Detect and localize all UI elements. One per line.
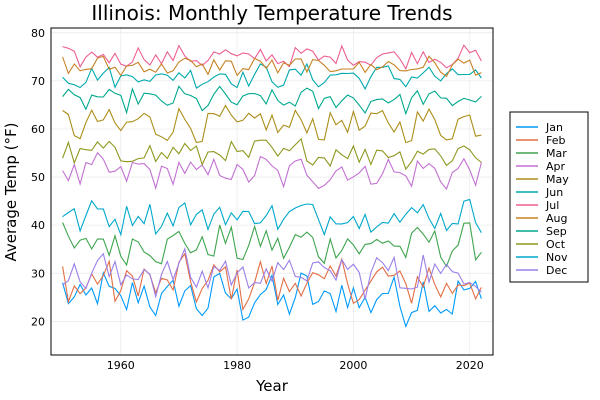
y-tick-label: 70	[31, 75, 45, 88]
y-tick-label: 20	[31, 315, 45, 328]
series-line-jun	[62, 62, 482, 91]
series-line-apr	[62, 151, 482, 191]
legend-label-aug: Aug	[546, 212, 567, 225]
y-tick-label: 60	[31, 123, 45, 136]
series-line-mar	[62, 222, 482, 268]
legend-label-sep: Sep	[546, 225, 567, 238]
legend-label-mar: Mar	[546, 147, 567, 160]
legend-label-nov: Nov	[546, 251, 568, 264]
x-axis-label: Year	[255, 377, 289, 395]
series-line-jan	[62, 271, 482, 329]
legend-label-jan: Jan	[545, 121, 563, 134]
y-tick-label: 50	[31, 171, 45, 184]
legend-label-jul: Jul	[545, 199, 559, 212]
series-layer	[62, 44, 482, 329]
legend-label-jun: Jun	[545, 186, 563, 199]
x-tick-label: 2020	[456, 359, 484, 372]
series-line-aug	[62, 55, 482, 78]
plot-frame	[50, 27, 494, 356]
y-axis-label: Average Temp (°F)	[2, 123, 20, 262]
series-line-jul	[62, 44, 482, 71]
y-tick-label: 40	[31, 219, 45, 232]
x-tick-labels: 1960 1980 2000 2020	[107, 359, 484, 372]
legend-label-may: May	[546, 173, 569, 186]
legend-label-dec: Dec	[546, 264, 567, 277]
series-line-may	[62, 104, 482, 144]
x-tick-label: 2000	[339, 359, 367, 372]
grid-lines	[51, 28, 493, 355]
x-tick-label: 1960	[107, 359, 135, 372]
legend-label-oct: Oct	[546, 238, 566, 251]
series-line-feb	[62, 252, 482, 312]
chart-title: Illinois: Monthly Temperature Trends	[91, 1, 452, 25]
series-line-oct	[62, 137, 482, 171]
y-tick-labels: 20 30 40 50 60 70 80	[31, 27, 45, 329]
series-line-nov	[62, 198, 482, 237]
legend-label-apr: Apr	[546, 160, 566, 173]
y-tick-label: 80	[31, 27, 45, 40]
series-line-sep	[62, 85, 482, 116]
y-tick-label: 30	[31, 267, 45, 280]
legend-label-feb: Feb	[546, 134, 565, 147]
x-tick-label: 1980	[223, 359, 251, 372]
series-line-dec	[62, 246, 482, 300]
